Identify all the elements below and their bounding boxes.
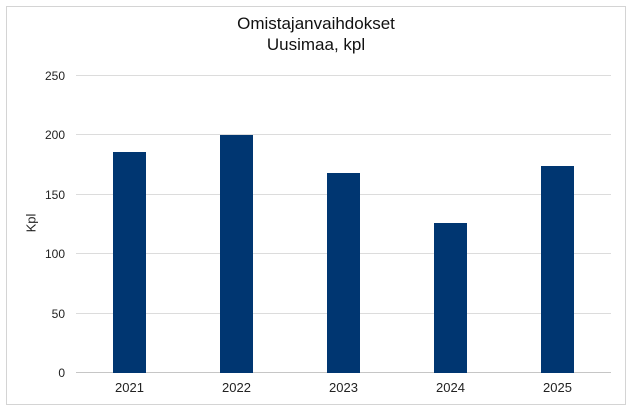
x-tick-label-2021: 2021: [115, 380, 144, 395]
bar-2021[interactable]: [113, 152, 146, 373]
plot-area: 0 50 100 150 200 250 2021 2022 2023 2024 2025: [45, 69, 611, 395]
x-tick-label-2024: 2024: [436, 380, 465, 395]
chart-border-frame: [6, 6, 626, 405]
x-tick-label-2023: 2023: [329, 380, 358, 395]
y-tick-label-250: 250: [44, 69, 65, 83]
bar-2025[interactable]: [541, 166, 574, 373]
y-tick-label-100: 100: [44, 247, 65, 261]
bar-2023[interactable]: [327, 173, 360, 373]
y-tick-label-200: 200: [44, 128, 65, 142]
y-axis-title: Kpl: [23, 213, 39, 233]
y-tick-label-0: 0: [58, 366, 65, 380]
chart-title: Omistajanvaihdokset Uusimaa, kpl: [0, 13, 632, 55]
y-tick-label-50: 50: [51, 307, 65, 321]
x-tick-label-2022: 2022: [222, 380, 251, 395]
x-tick-label-2025: 2025: [543, 380, 572, 395]
y-tick-label-150: 150: [44, 188, 65, 202]
bar-2024[interactable]: [434, 223, 467, 373]
gridline-200: [76, 134, 611, 135]
chart-title-line-2: Uusimaa, kpl: [266, 35, 366, 54]
bar-2022[interactable]: [220, 135, 253, 373]
chart-title-line-1: Omistajanvaihdokset: [237, 14, 395, 33]
gridline-250: [76, 75, 611, 76]
